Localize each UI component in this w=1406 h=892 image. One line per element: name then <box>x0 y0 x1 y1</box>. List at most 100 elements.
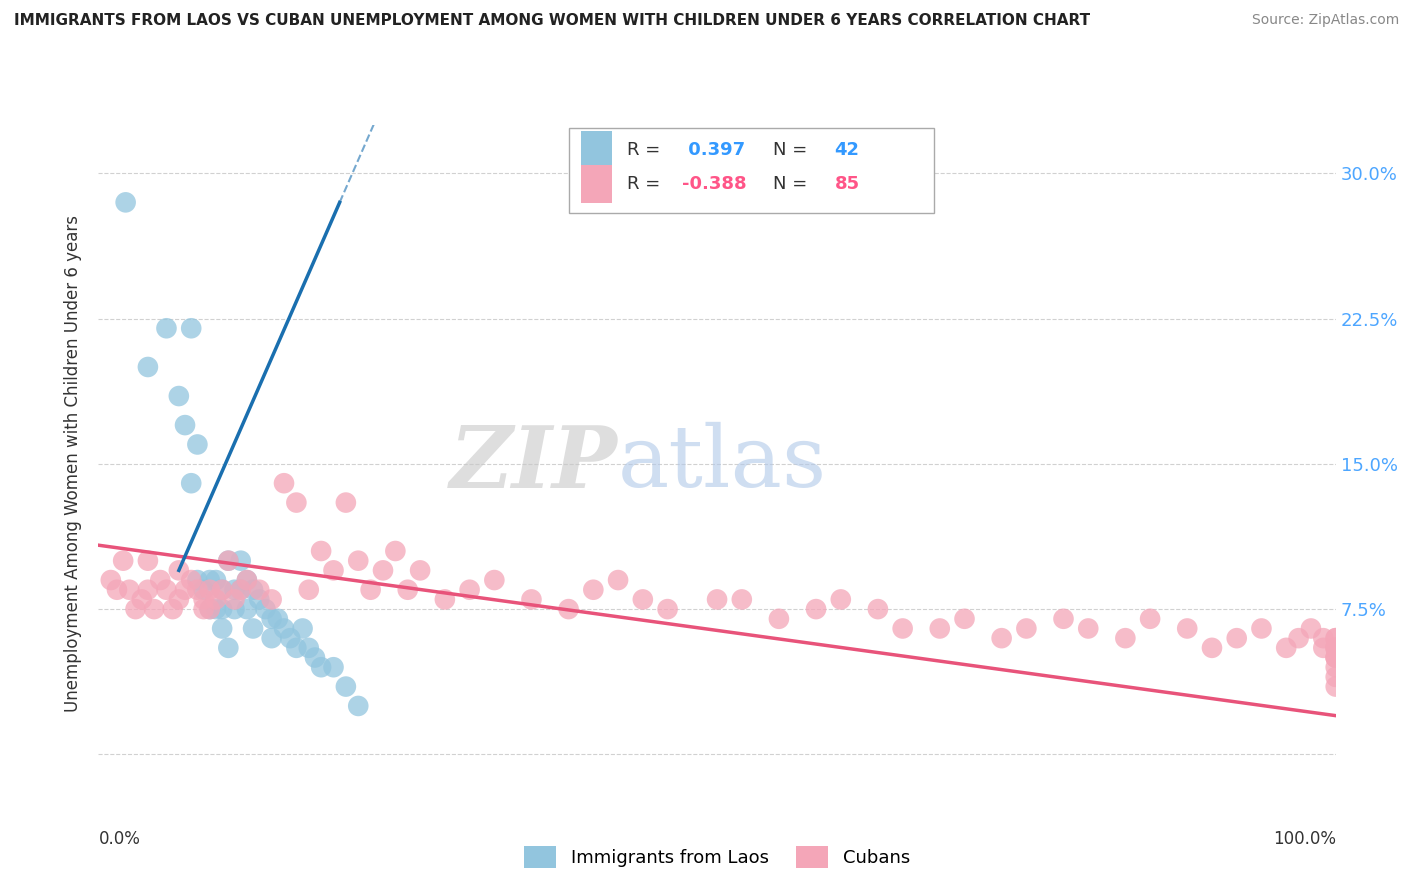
Point <box>582 582 605 597</box>
Point <box>180 476 202 491</box>
Point <box>631 592 654 607</box>
Point <box>1226 631 1249 645</box>
Point <box>384 544 406 558</box>
Point <box>409 563 432 577</box>
Point <box>335 680 357 694</box>
Point <box>1201 640 1223 655</box>
Point <box>267 612 290 626</box>
Point <box>193 582 215 597</box>
Text: 0.397: 0.397 <box>682 141 745 159</box>
Point <box>198 602 221 616</box>
Point <box>124 602 146 616</box>
Point <box>193 592 215 607</box>
Point <box>186 437 208 451</box>
Point <box>309 660 332 674</box>
Point <box>205 573 228 587</box>
Point <box>891 622 914 636</box>
Point <box>224 592 246 607</box>
Point <box>1139 612 1161 626</box>
Text: 100.0%: 100.0% <box>1272 830 1336 848</box>
Point <box>180 321 202 335</box>
Point <box>1324 650 1347 665</box>
Point <box>186 573 208 587</box>
Text: N =: N = <box>773 175 813 193</box>
Point <box>1288 631 1310 645</box>
Text: IMMIGRANTS FROM LAOS VS CUBAN UNEMPLOYMENT AMONG WOMEN WITH CHILDREN UNDER 6 YEA: IMMIGRANTS FROM LAOS VS CUBAN UNEMPLOYME… <box>14 13 1090 29</box>
Point <box>155 582 177 597</box>
Point <box>1324 640 1347 655</box>
Point <box>731 592 754 607</box>
Point <box>193 602 215 616</box>
Point <box>1324 650 1347 665</box>
Text: ZIP: ZIP <box>450 422 619 506</box>
Point <box>211 622 233 636</box>
Point <box>1324 631 1347 645</box>
Text: 0.0%: 0.0% <box>98 830 141 848</box>
Point <box>211 602 233 616</box>
Point <box>1324 640 1347 655</box>
Point <box>396 582 419 597</box>
Point <box>167 389 190 403</box>
Point <box>1077 622 1099 636</box>
Point <box>360 582 382 597</box>
Point <box>1250 622 1272 636</box>
Point <box>211 582 233 597</box>
Point <box>100 573 122 587</box>
Legend: Immigrants from Laos, Cubans: Immigrants from Laos, Cubans <box>517 838 917 875</box>
Point <box>167 592 190 607</box>
Point <box>309 544 332 558</box>
Point <box>607 573 630 587</box>
FancyBboxPatch shape <box>581 131 612 169</box>
Point <box>260 612 283 626</box>
Point <box>205 592 228 607</box>
Point <box>557 602 579 616</box>
Point <box>247 592 270 607</box>
Point <box>1299 622 1322 636</box>
Point <box>136 554 159 568</box>
Point <box>205 602 228 616</box>
Point <box>322 660 344 674</box>
Point <box>830 592 852 607</box>
Point <box>224 602 246 616</box>
Point <box>1324 680 1347 694</box>
FancyBboxPatch shape <box>568 128 934 213</box>
Point <box>136 582 159 597</box>
Point <box>768 612 790 626</box>
Text: -0.388: -0.388 <box>682 175 747 193</box>
Point <box>285 495 308 509</box>
Point <box>174 582 197 597</box>
Point <box>260 631 283 645</box>
Text: Source: ZipAtlas.com: Source: ZipAtlas.com <box>1251 13 1399 28</box>
Point <box>1324 640 1347 655</box>
FancyBboxPatch shape <box>581 165 612 202</box>
Point <box>273 622 295 636</box>
Point <box>928 622 950 636</box>
Point <box>1324 650 1347 665</box>
Point <box>217 554 239 568</box>
Point <box>298 640 321 655</box>
Point <box>247 582 270 597</box>
Point <box>118 582 141 597</box>
Point <box>291 622 314 636</box>
Point <box>198 602 221 616</box>
Point <box>114 195 136 210</box>
Point <box>335 495 357 509</box>
Text: R =: R = <box>627 141 665 159</box>
Point <box>1275 640 1298 655</box>
Point <box>211 582 233 597</box>
Point <box>347 554 370 568</box>
Point <box>1324 631 1347 645</box>
Point <box>136 359 159 374</box>
Point <box>433 592 456 607</box>
Text: 42: 42 <box>835 141 859 159</box>
Point <box>143 602 166 616</box>
Point <box>1312 631 1334 645</box>
Point <box>657 602 679 616</box>
Point <box>112 554 135 568</box>
Point <box>180 573 202 587</box>
Text: atlas: atlas <box>619 422 827 506</box>
Point <box>1312 640 1334 655</box>
Point <box>1324 670 1347 684</box>
Point <box>229 582 252 597</box>
Point <box>458 582 481 597</box>
